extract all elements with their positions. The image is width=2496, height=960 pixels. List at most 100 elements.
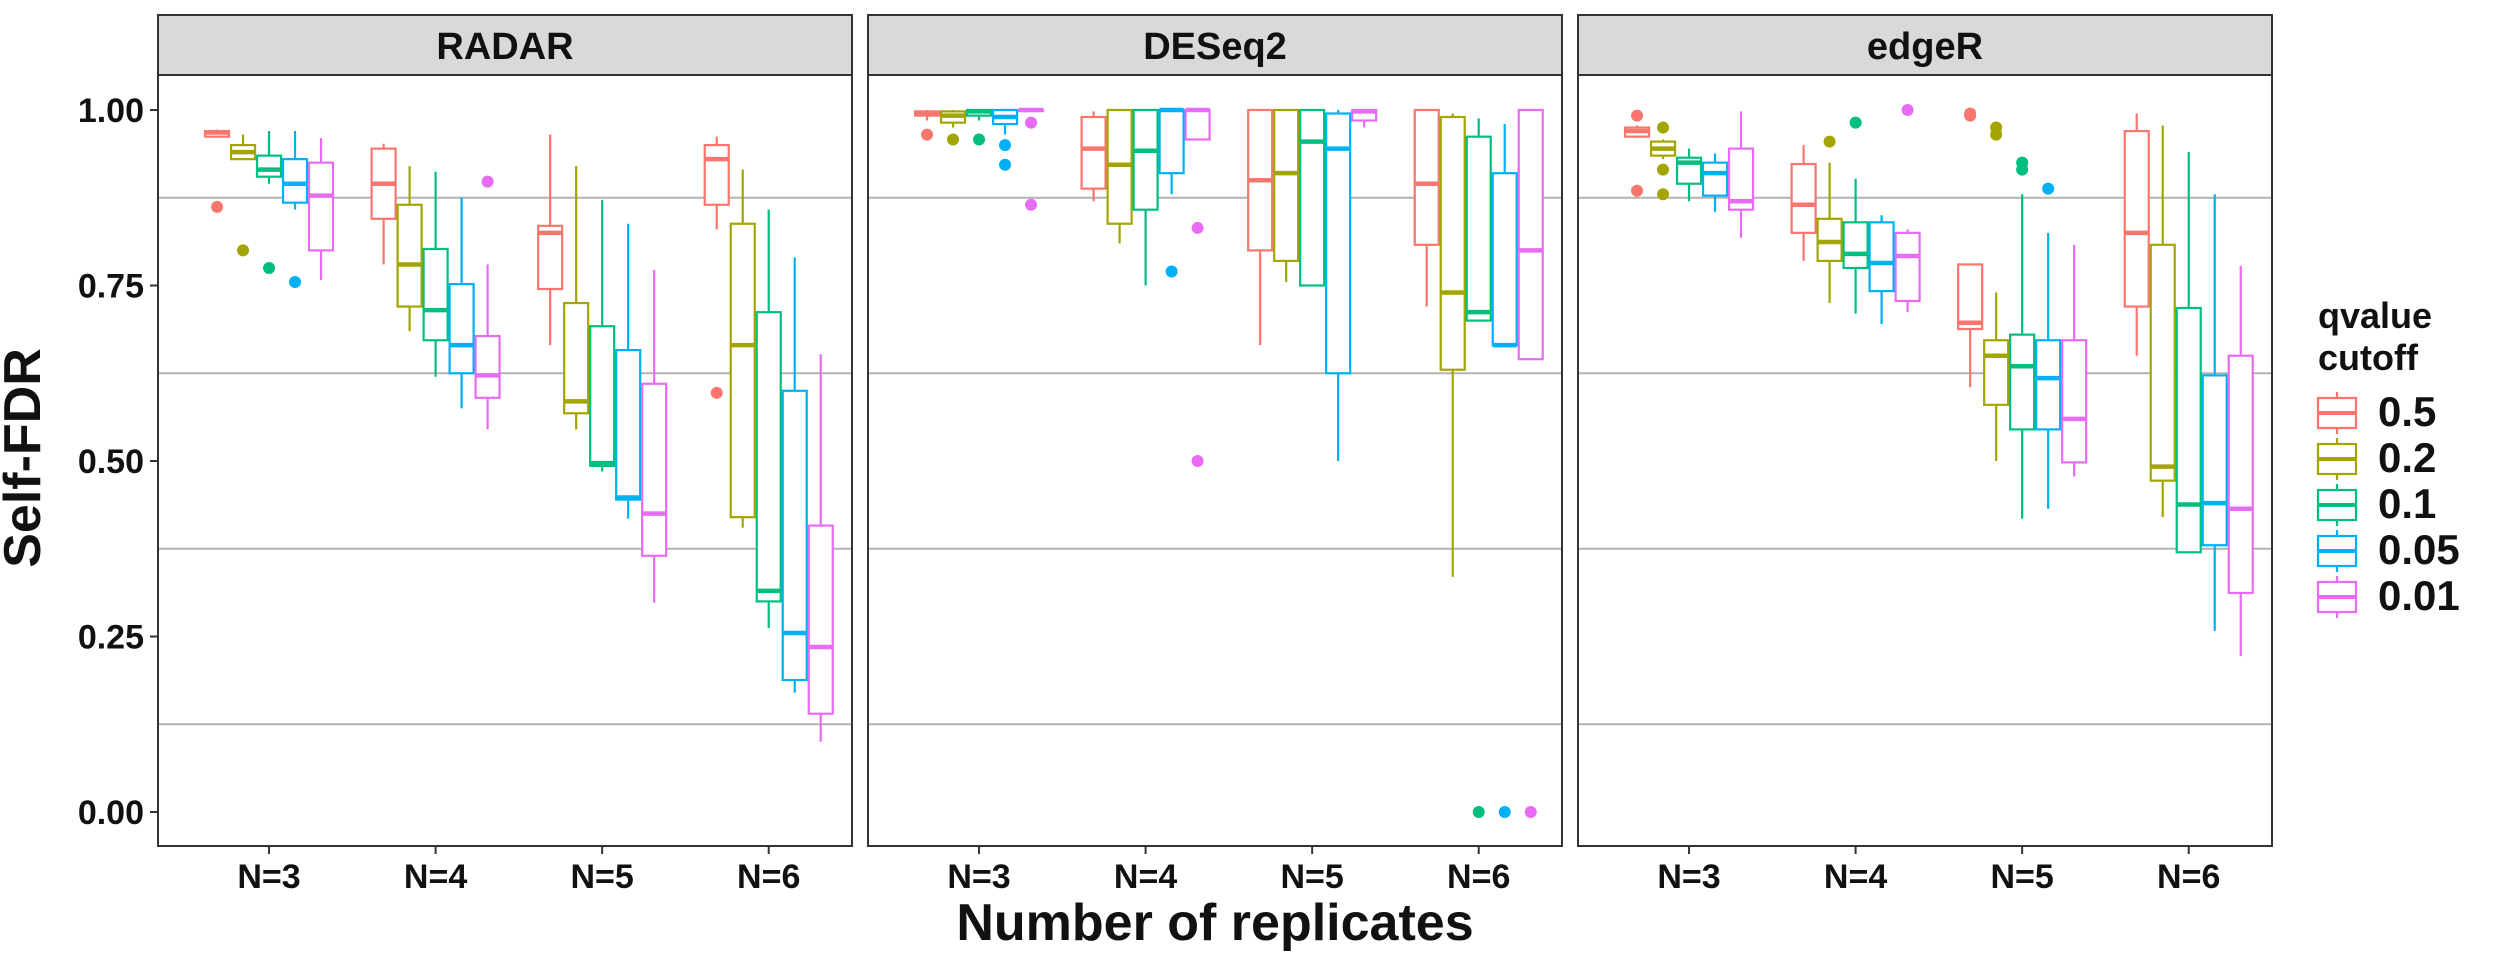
outlier-point [1657,188,1670,201]
box-radar-N3-q0.01 [307,138,335,280]
box-radar-N6-q0.01 [807,354,834,742]
box-radar-N5-q0.2 [563,166,590,430]
box-body [1080,115,1107,190]
box-body [1957,263,1984,331]
x-tick-label: N=6 [2157,858,2220,896]
box-body [615,348,642,501]
legend-label: 0.5 [2378,388,2436,435]
outlier-point [237,244,250,257]
box-body [537,224,564,291]
outlier-point [1657,121,1670,134]
outlier-point [1524,806,1537,818]
box-body [307,161,335,252]
box-edger-N3-q0.1 [1675,148,1703,202]
outlier-point [999,158,1012,171]
outlier-point [289,275,302,288]
y-tick-label: 0.75 [78,268,144,306]
box-body [589,325,616,468]
legend-title-line-1: qvalue [2318,295,2432,336]
box-body [1184,108,1211,141]
legend-label: 0.05 [2378,526,2460,573]
x-tick-label: N=5 [1280,858,1343,896]
box-edger-N5-q0.01 [2061,244,2088,477]
outlier-point [263,261,276,274]
box-deseq2-N4-q0.5 [1080,111,1107,202]
box-edger-N4-q0.1 [1842,116,1869,314]
outlier-point [1964,109,1977,122]
box-edger-N6-q0.05 [2201,194,2228,631]
box-body [641,382,668,557]
panel-border [1577,74,2273,847]
box-body [2035,339,2062,431]
outlier-point [1191,221,1204,234]
outlier-point [2016,163,2029,176]
box-deseq2-N3-q0.5 [913,110,941,141]
outlier-point [973,133,986,146]
outlier-point [999,139,1012,152]
box-body [255,154,283,178]
panel-border [867,74,1563,847]
box-deseq2-N5-q0.1 [1299,108,1326,287]
outlier-point [1657,163,1670,176]
box-edger-N6-q0.5 [2123,113,2150,356]
box-body [1517,108,1544,361]
x-tick-label: N=6 [1447,858,1510,896]
box-deseq2-N6-q0.1 [1465,118,1492,818]
box-edger-N3-q0.05 [1701,153,1729,212]
box-body [1842,221,1869,270]
box-body [1983,339,2010,406]
box-body [1868,221,1895,293]
box-body [703,144,730,206]
y-axis-title: Self-FDR [0,348,52,568]
panel-strip-label: edgeR [1867,26,1983,68]
box-radar-N4-q0.2 [396,166,423,332]
box-deseq2-N4-q0.01 [1184,107,1211,467]
outlier-point [2042,182,2055,195]
panel-edger: edgeR N=3 N=4 N=5 N=6 [1577,14,2273,896]
box-body [448,282,475,375]
box-body [2227,354,2254,595]
box-radar-N5-q0.05 [615,223,642,519]
box-deseq2-N6-q0.05 [1491,124,1518,818]
box-radar-N5-q0.5 [537,134,564,346]
box-body [781,389,808,682]
box-body [2175,306,2202,554]
box-edger-N5-q0.1 [2009,156,2036,519]
box-radar-N4-q0.1 [422,171,449,377]
legend-item-0.1: 0.1 [2316,480,2436,527]
box-radar-N3-q0.1 [255,131,283,274]
box-deseq2-N3-q0.2 [939,110,967,146]
legend-item-0.05: 0.05 [2316,526,2460,573]
box-body [2123,129,2150,308]
box-deseq2-N5-q0.2 [1273,108,1300,282]
outlier-point [211,200,224,213]
box-deseq2-N5-q0.5 [1247,108,1274,346]
outlier-point [1823,135,1836,148]
box-deseq2-N6-q0.2 [1439,113,1466,577]
box-deseq2-N5-q0.01 [1351,108,1378,128]
outlier-point [947,133,960,146]
x-tick-label: N=3 [1657,858,1720,896]
box-radar-N6-q0.05 [781,257,808,693]
box-body [729,222,756,519]
box-deseq2-N4-q0.2 [1106,108,1133,244]
x-tick-label: N=5 [570,858,633,896]
panel-deseq2: DESeq2 N=3 N=4 N=5 N=6 [867,14,1563,896]
legend-title-line-2: cutoff [2318,337,2419,378]
outlier-point [1165,265,1178,278]
box-deseq2-N3-q0.1 [965,108,993,146]
box-body [2149,243,2176,482]
box-radar-N5-q0.1 [589,199,616,472]
box-edger-N5-q0.2 [1983,121,2010,461]
outlier-point [1025,198,1038,211]
outlier-point [1631,109,1644,122]
box-body [281,158,309,204]
box-body [1299,108,1326,287]
box-body [1439,115,1466,371]
box-body [1158,108,1185,175]
box-body [2009,333,2036,431]
box-edger-N5-q0.05 [2035,182,2062,509]
box-radar-N3-q0.5 [203,129,231,213]
box-body [2061,339,2088,464]
